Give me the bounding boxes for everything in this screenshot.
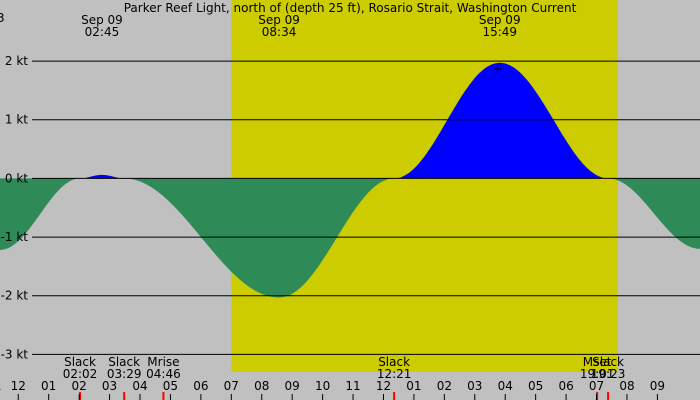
x-tick-label: 04 [498,379,513,393]
y-tick-label: -2 kt [1,289,29,303]
extreme-date-label: Sep 09 [81,13,123,27]
x-axis: 11 12 01 02 03 04 05 06 07 08 09 10 11 12 01 02 03 04 05 06… [0,379,665,400]
event-time-label: 04:46 [146,367,181,381]
x-tick-label: 09 [650,379,665,393]
current-areas [0,62,700,298]
extreme-time-label: 15:49 [482,25,517,39]
x-tick-label: 02 [71,379,86,393]
event-name-label: Mset [583,355,612,369]
event-name-label: Slack [64,355,96,369]
chart-title: Parker Reef Light, north of (depth 25 ft… [124,1,577,15]
event-time-label: 02:02 [63,367,98,381]
event-time-label: 19:01 [580,367,615,381]
x-tick-label: 08 [619,379,634,393]
event-name-label: Slack [108,355,140,369]
peak-marker: + [493,62,503,76]
x-tick-label: 07 [589,379,604,393]
ebb-area [126,178,397,298]
x-tick-label: 11 [0,379,2,393]
x-tick-label: 03 [102,379,117,393]
x-tick-label: 01 [41,379,56,393]
event-time-label: 12:21 [377,367,412,381]
event-labels: Slack02:02Slack03:29Mrise04:46Slack12:21… [63,355,626,400]
y-tick-label: 1 kt [5,113,28,127]
y-tick-label: 0 kt [5,171,28,185]
grid-lines [32,60,700,355]
event-name-label: Slack [592,355,624,369]
x-tick-label: 12 [11,379,26,393]
ebb-area [610,178,700,249]
x-tick-label: 04 [132,379,147,393]
x-tick-label: 05 [528,379,543,393]
flood-area [82,174,127,179]
event-name-label: Slack [378,355,410,369]
x-tick-label: 06 [558,379,573,393]
ebb-area [0,178,83,250]
x-tick-label: 01 [406,379,421,393]
title-prefix: 3 [0,11,5,25]
x-tick-label: 02 [437,379,452,393]
y-tick-label: 2 kt [5,54,28,68]
x-tick-label: 06 [193,379,208,393]
event-time-label: 19:23 [591,367,626,381]
x-tick-label: 11 [345,379,360,393]
x-tick-label: 08 [254,379,269,393]
x-tick-label: 12 [376,379,391,393]
x-tick-label: 09 [285,379,300,393]
x-tick-label: 10 [315,379,330,393]
x-tick-label: 03 [467,379,482,393]
flood-area [396,62,611,179]
extreme-date-label: Sep 09 [258,13,300,27]
extreme-date-label: Sep 09 [479,13,521,27]
event-name-label: Mrise [147,355,179,369]
y-axis-labels: 2 kt 1 kt 0 kt -1 kt -2 kt -3 kt [1,54,29,361]
extreme-time-label: 02:45 [85,25,120,39]
extreme-time-label: 08:34 [262,25,297,39]
x-tick-label: 07 [224,379,239,393]
y-tick-label: -1 kt [1,230,29,244]
y-tick-label: -3 kt [1,347,29,361]
x-tick-label: 05 [163,379,178,393]
event-time-label: 03:29 [107,367,142,381]
